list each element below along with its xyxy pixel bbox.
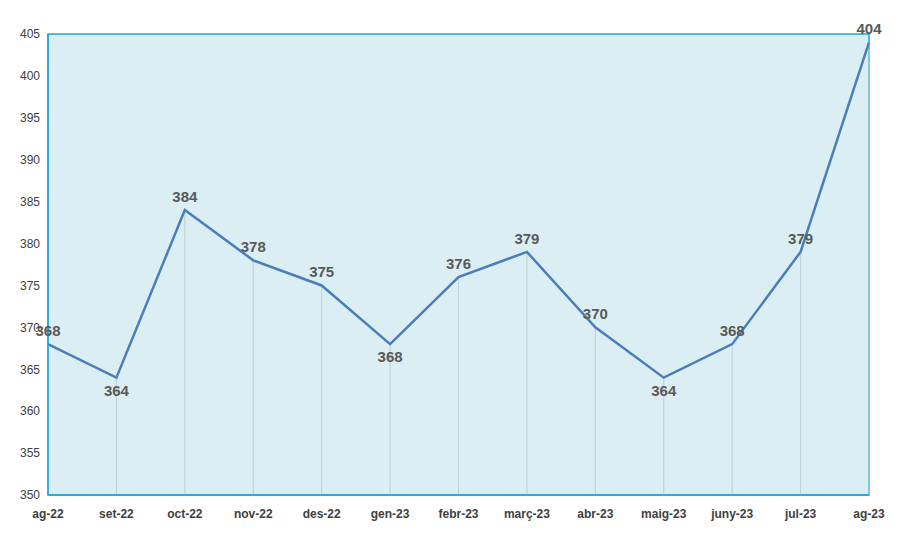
- svg-text:350: 350: [20, 488, 40, 502]
- svg-text:364: 364: [651, 382, 677, 399]
- svg-text:390: 390: [20, 153, 40, 167]
- svg-text:febr-23: febr-23: [438, 507, 478, 521]
- svg-text:384: 384: [172, 188, 198, 205]
- svg-text:376: 376: [446, 255, 471, 272]
- svg-text:375: 375: [20, 279, 40, 293]
- svg-text:385: 385: [20, 195, 40, 209]
- svg-text:set-22: set-22: [99, 507, 134, 521]
- svg-text:375: 375: [309, 263, 334, 280]
- svg-text:378: 378: [241, 238, 266, 255]
- svg-text:370: 370: [20, 320, 40, 335]
- svg-text:404: 404: [856, 20, 882, 37]
- svg-text:364: 364: [104, 382, 130, 399]
- svg-text:368: 368: [720, 322, 745, 339]
- svg-text:juny-23: juny-23: [710, 507, 753, 521]
- svg-text:des-22: des-22: [303, 507, 341, 521]
- svg-text:oct-22: oct-22: [167, 507, 203, 521]
- svg-text:març-23: març-23: [504, 507, 550, 521]
- svg-text:365: 365: [20, 363, 40, 377]
- svg-text:400: 400: [20, 69, 40, 83]
- svg-text:ag-22: ag-22: [32, 507, 64, 521]
- svg-text:jul-23: jul-23: [784, 507, 817, 521]
- svg-text:nov-22: nov-22: [234, 507, 273, 521]
- svg-text:abr-23: abr-23: [577, 507, 613, 521]
- svg-text:395: 395: [20, 111, 40, 125]
- svg-text:379: 379: [788, 230, 813, 247]
- svg-text:370: 370: [583, 305, 608, 322]
- svg-text:368: 368: [378, 348, 403, 365]
- svg-text:380: 380: [20, 237, 40, 251]
- svg-text:360: 360: [20, 404, 40, 418]
- svg-text:maig-23: maig-23: [641, 507, 687, 521]
- svg-text:355: 355: [20, 446, 40, 460]
- svg-text:405: 405: [20, 27, 40, 41]
- svg-text:379: 379: [514, 230, 539, 247]
- svg-text:ag-23: ag-23: [853, 507, 885, 521]
- svg-text:gen-23: gen-23: [371, 507, 410, 521]
- svg-text:368: 368: [35, 322, 60, 339]
